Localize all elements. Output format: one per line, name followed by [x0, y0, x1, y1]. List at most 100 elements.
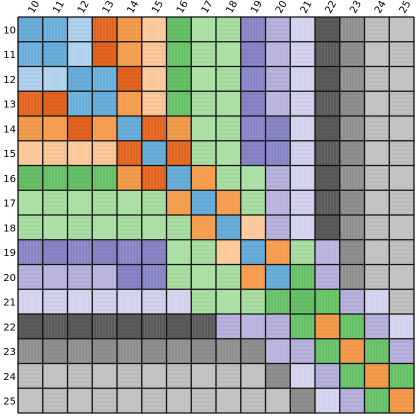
cell-texture [42, 215, 68, 240]
cell-texture [315, 165, 340, 191]
cell-texture [117, 289, 142, 314]
cell-texture [141, 91, 167, 116]
cell-texture [240, 116, 266, 141]
cell-texture [339, 239, 365, 265]
cell-texture [141, 388, 167, 413]
cell-texture [315, 289, 340, 314]
cell-texture [339, 388, 365, 413]
cell-texture [92, 215, 117, 240]
cell-texture [240, 388, 266, 413]
cell-texture [18, 239, 43, 265]
cell-texture [265, 264, 291, 290]
cell-texture [141, 264, 167, 290]
cell-texture [364, 363, 390, 389]
cell-texture [18, 314, 43, 339]
cell-texture [18, 91, 43, 116]
cell-texture [364, 314, 390, 339]
cell-texture [166, 91, 192, 116]
column-label-15: 15 [150, 0, 166, 15]
cell-texture [141, 215, 167, 240]
cell-texture [265, 91, 291, 116]
cell-texture [240, 190, 266, 215]
cell-texture [67, 190, 93, 215]
column-label-12: 12 [76, 0, 92, 15]
column-label-23: 23 [348, 0, 364, 15]
cell-texture [364, 338, 390, 364]
cell-texture [92, 91, 117, 116]
cell-texture [216, 165, 241, 191]
cell-texture [216, 264, 241, 290]
cell-texture [216, 91, 241, 116]
cell-texture [240, 264, 266, 290]
cell-texture [18, 41, 43, 67]
cell-texture [42, 289, 68, 314]
cell-texture [290, 338, 315, 364]
cell-texture [265, 388, 291, 413]
row-label-25: 25 [3, 397, 16, 408]
cell-texture [166, 41, 192, 67]
cell-texture [18, 190, 43, 215]
cell-texture [216, 289, 241, 314]
cell-texture [339, 91, 365, 116]
cell-texture [67, 140, 93, 166]
cell-texture [67, 314, 93, 339]
cell-texture [315, 17, 340, 42]
cell-texture [315, 215, 340, 240]
cell-texture [92, 165, 117, 191]
cell-texture [92, 363, 117, 389]
cell-texture [339, 363, 365, 389]
cell-texture [389, 239, 414, 265]
cell-texture [92, 338, 117, 364]
cell-texture [290, 239, 315, 265]
cell-texture [364, 41, 390, 67]
cell-texture [339, 165, 365, 191]
cell-texture [191, 41, 216, 67]
cell-texture [117, 91, 142, 116]
cell-texture [290, 91, 315, 116]
cell-texture [117, 314, 142, 339]
cell-texture [290, 116, 315, 141]
cell-texture [290, 41, 315, 67]
cell-texture [92, 190, 117, 215]
cell-texture [141, 314, 167, 339]
column-tick-labels: 10 11 12 13 14 15 16 17 18 19 20 21 22 23 24 25 [26, 0, 413, 15]
cell-texture [290, 66, 315, 92]
row-label-21: 21 [3, 298, 16, 309]
cell-texture [141, 239, 167, 265]
cell-texture [191, 363, 216, 389]
cell-texture [290, 140, 315, 166]
cell-texture [166, 116, 192, 141]
cell-texture [117, 363, 142, 389]
cell-texture [265, 239, 291, 265]
cell-texture [315, 338, 340, 364]
row-label-24: 24 [3, 372, 16, 383]
cell-texture [389, 190, 414, 215]
cell-texture [67, 338, 93, 364]
cell-texture [92, 289, 117, 314]
cell-texture [92, 17, 117, 42]
cell-texture [67, 41, 93, 67]
cell-texture [216, 66, 241, 92]
cell-texture [240, 363, 266, 389]
cell-texture [315, 91, 340, 116]
cell-texture [141, 140, 167, 166]
cell-texture [315, 239, 340, 265]
column-label-11: 11 [51, 0, 67, 15]
cell-texture [67, 215, 93, 240]
cell-texture [166, 314, 192, 339]
cell-texture [216, 116, 241, 141]
cell-texture [290, 17, 315, 42]
cell-texture [240, 66, 266, 92]
cell-texture [265, 165, 291, 191]
cell-texture [216, 363, 241, 389]
cell-texture [166, 17, 192, 42]
cell-texture [290, 314, 315, 339]
cell-texture [67, 289, 93, 314]
cell-texture [141, 17, 167, 42]
cell-texture [339, 314, 365, 339]
cell-texture [364, 239, 390, 265]
cell-texture [191, 239, 216, 265]
cell-texture [166, 388, 192, 413]
cell-texture [166, 165, 192, 191]
column-label-24: 24 [373, 0, 389, 15]
